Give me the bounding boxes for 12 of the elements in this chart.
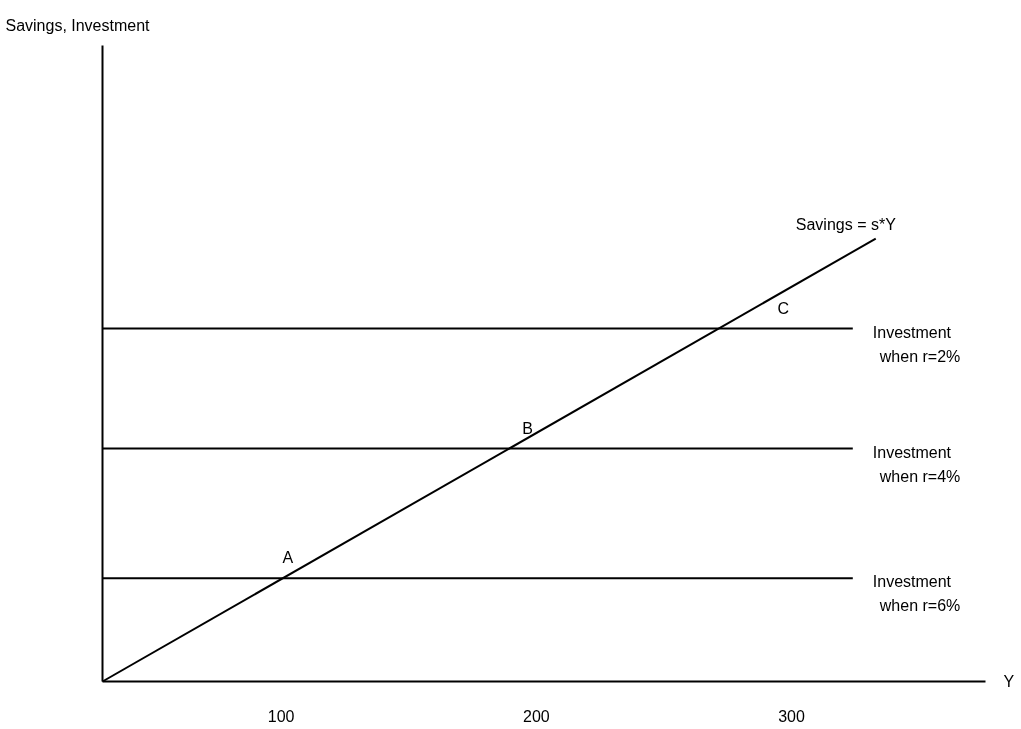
- text: Savings, Investment: [5, 16, 151, 34]
- annotation: B: [522, 419, 534, 437]
- series-label: Investment when r=2%: [872, 323, 961, 365]
- annotation: C: [777, 299, 790, 317]
- annotation: A: [282, 549, 294, 567]
- series-label: Savings = s*Y: [795, 215, 897, 233]
- x-axis-title: Y: [1003, 672, 1015, 690]
- series-label: Investment when r=6%: [872, 573, 961, 615]
- x-tick-label: 100: [267, 707, 295, 725]
- x-tick-label: 200: [523, 707, 550, 725]
- series-label: Investment when r=4%: [872, 443, 961, 485]
- x-tick-label: 300: [778, 707, 805, 725]
